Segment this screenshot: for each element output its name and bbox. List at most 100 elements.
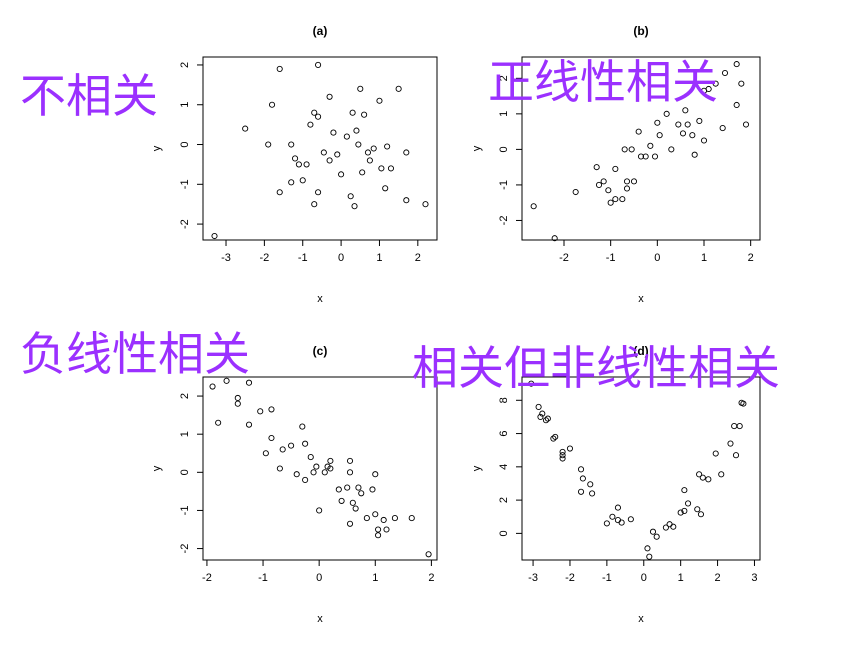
plot-frame: [521, 56, 761, 241]
point: [705, 85, 712, 93]
point: [694, 506, 701, 513]
point: [335, 486, 342, 493]
y-tick-label: 1: [498, 111, 510, 117]
point: [302, 476, 309, 483]
point: [375, 526, 382, 533]
y-tick-label: -2: [179, 219, 191, 229]
point: [347, 193, 354, 200]
point: [234, 394, 241, 402]
point: [612, 196, 619, 203]
point: [544, 415, 551, 422]
x-tick-label: -2: [559, 252, 569, 264]
x-tick-label: -2: [202, 572, 212, 584]
annotation: 负线性相关: [20, 327, 250, 381]
point: [349, 499, 356, 506]
point: [334, 151, 341, 158]
point: [315, 61, 322, 69]
x-axis-label: x: [317, 613, 323, 625]
y-tick-label: 0: [179, 469, 191, 475]
point: [245, 379, 253, 386]
y-tick-label: -1: [179, 179, 191, 189]
point: [559, 448, 566, 455]
point: [614, 504, 621, 511]
y-axis-label: y: [151, 465, 163, 471]
point: [614, 517, 621, 524]
point: [268, 101, 276, 108]
point: [346, 520, 354, 527]
x-tick-label: 2: [715, 572, 721, 584]
y-tick-label: -1: [498, 180, 510, 190]
point: [612, 165, 619, 172]
point: [292, 155, 299, 162]
point: [408, 515, 415, 522]
point: [338, 497, 345, 504]
point: [311, 109, 318, 116]
panel-title: (b): [633, 24, 648, 38]
point: [530, 203, 537, 210]
point: [675, 121, 682, 128]
point: [355, 484, 362, 491]
point: [288, 179, 295, 186]
point: [619, 196, 626, 203]
point: [383, 526, 390, 533]
x-tick-label: -1: [602, 572, 612, 584]
point: [265, 141, 272, 148]
point: [209, 383, 216, 390]
point: [376, 97, 383, 104]
point: [727, 440, 734, 447]
point: [666, 521, 673, 528]
point: [705, 476, 712, 483]
y-tick-label: -2: [179, 544, 191, 554]
y-tick-label: 2: [498, 75, 510, 81]
point: [712, 80, 719, 87]
point: [279, 446, 286, 453]
point: [302, 440, 309, 447]
point: [288, 442, 295, 449]
x-tick-label: -1: [258, 572, 268, 584]
point: [609, 513, 616, 520]
y-tick-label: 0: [179, 141, 191, 147]
point: [387, 165, 395, 172]
x-tick-label: -2: [259, 252, 269, 264]
point: [352, 505, 359, 512]
point: [276, 189, 283, 196]
y-tick-label: 2: [498, 497, 510, 503]
y-tick-label: 4: [498, 464, 510, 470]
point: [346, 469, 354, 476]
point: [653, 533, 660, 540]
point: [689, 132, 696, 139]
point: [358, 490, 365, 497]
point: [528, 380, 535, 387]
point: [315, 113, 322, 120]
point: [696, 117, 703, 125]
point: [738, 80, 745, 87]
point: [712, 450, 719, 457]
plot-frame: [521, 376, 761, 561]
x-tick-label: -1: [298, 252, 308, 264]
point: [268, 406, 275, 413]
point: [351, 203, 358, 210]
point: [587, 481, 594, 488]
point: [245, 421, 253, 428]
y-axis-label: y: [471, 145, 483, 151]
point: [303, 161, 310, 168]
point: [681, 507, 688, 514]
point: [223, 377, 230, 384]
point: [327, 457, 334, 464]
x-tick-label: 0: [338, 252, 344, 264]
point: [313, 463, 320, 470]
point: [623, 178, 631, 185]
point: [372, 511, 379, 518]
annotation: 相关但非线性相关: [412, 341, 780, 395]
y-tick-label: 1: [179, 431, 191, 437]
point: [378, 165, 385, 172]
x-tick-label: 3: [751, 572, 757, 584]
point: [731, 423, 738, 430]
x-tick-label: 1: [372, 572, 378, 584]
point: [276, 465, 283, 472]
point: [646, 553, 653, 560]
point: [668, 146, 675, 153]
point: [551, 235, 558, 242]
point: [670, 523, 677, 530]
point: [623, 185, 631, 192]
